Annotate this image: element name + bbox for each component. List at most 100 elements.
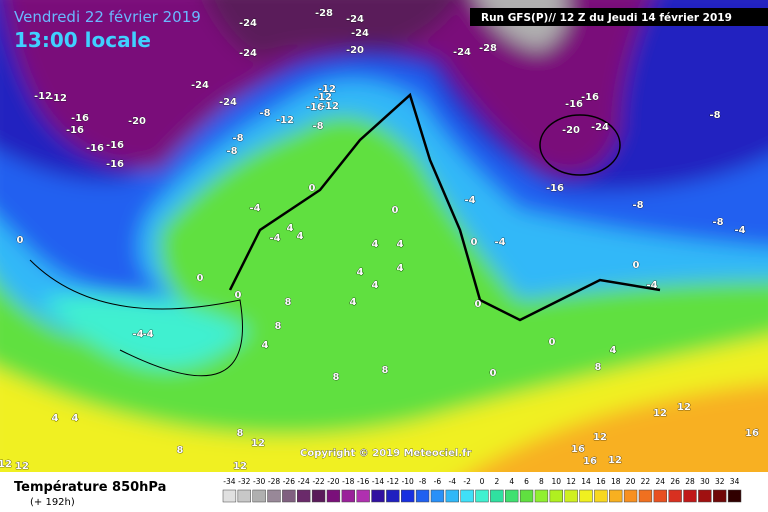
contour-label: -12	[276, 115, 294, 126]
contour-label: 8	[275, 321, 282, 332]
contour-label: -4	[646, 280, 657, 291]
contour-label: 8	[382, 365, 389, 376]
scale-label: -16	[357, 477, 369, 486]
contour-label: -16	[66, 125, 84, 136]
scale-swatch	[282, 489, 296, 503]
contour-label: -16	[106, 159, 124, 170]
scale-swatch	[460, 489, 474, 503]
scale-swatch	[638, 489, 653, 503]
scale-swatch	[698, 489, 712, 503]
scale-swatch	[475, 489, 489, 503]
scale-label: 14	[581, 477, 591, 486]
contour-label: -4	[269, 233, 280, 244]
color-scale: -34 -32 -30 -28 -26 -24 -22 -20 -18 -16 -14 -12 -10-…	[222, 477, 742, 503]
scale-label: 6	[524, 477, 529, 486]
time: 13:00 locale	[14, 28, 151, 52]
scale-label: -18	[342, 477, 354, 486]
scale-swatch	[401, 489, 415, 503]
contour-label: -12	[314, 92, 332, 103]
run-box	[470, 8, 768, 26]
contour-label: 12	[608, 455, 622, 466]
scale-swatch	[727, 489, 742, 503]
scale-swatch	[371, 489, 385, 503]
scale-swatch	[341, 489, 355, 503]
scale-swatch	[267, 489, 281, 503]
scale-label: 10	[552, 477, 562, 486]
contour-label: 0	[475, 299, 482, 310]
contour-label: -4	[734, 225, 745, 236]
contour-label: -24	[239, 18, 257, 29]
contour-label: 12	[15, 461, 29, 472]
scale-label: 32	[715, 477, 725, 486]
scale-label: -12	[387, 477, 399, 486]
contour-label: 12	[653, 408, 667, 419]
contour-label: 8	[595, 362, 602, 373]
contour-label: 16	[583, 456, 597, 467]
contour-label: 0	[235, 290, 242, 301]
contour-label: -8	[632, 200, 643, 211]
legend-lead: (+ 192h)	[30, 497, 75, 508]
contour-label: -16	[306, 102, 324, 113]
contour-label: -16	[71, 113, 89, 124]
scale-label: -8	[419, 477, 427, 486]
scale-label: 20	[626, 477, 636, 486]
coastline	[228, 92, 661, 322]
contour-label: 0	[633, 260, 640, 271]
contour-label: -12	[321, 101, 339, 112]
scale-label: -30	[253, 477, 265, 486]
contour-label: -24	[591, 122, 609, 133]
scale-swatch	[415, 489, 430, 503]
scale-swatch	[445, 489, 459, 503]
scale-swatch	[579, 489, 593, 503]
contour-label: 4	[397, 239, 404, 250]
contour-label: -16	[581, 92, 599, 103]
contour-label: -8	[226, 146, 237, 157]
contour-label: 12	[677, 402, 691, 413]
legend-title: Température 850hPa	[14, 480, 166, 495]
contour-label: 12	[251, 438, 265, 449]
contour-label: 4	[72, 413, 79, 424]
contour-line	[29, 259, 243, 377]
contour-label: 0	[392, 205, 399, 216]
scale-swatch	[534, 489, 549, 503]
scale-label: 28	[685, 477, 695, 486]
contour-label: 0	[490, 368, 497, 379]
scale-swatch	[237, 489, 251, 503]
contour-label: 16	[571, 444, 585, 455]
contour-label: 12	[233, 461, 247, 472]
contour-label: -4	[132, 329, 143, 340]
contour-label: -4	[249, 203, 260, 214]
contour-label: 0	[17, 235, 24, 246]
contour-label: 4	[397, 263, 404, 274]
scale-label: -28	[268, 477, 280, 486]
contour-label: -4	[142, 329, 153, 340]
contour-label: -20	[346, 45, 364, 56]
contour-label: -28	[479, 43, 497, 54]
contour-label: 0	[309, 183, 316, 194]
scale-swatch	[356, 489, 370, 503]
contour-label: -8	[709, 110, 720, 121]
contour-label: -24	[191, 80, 209, 91]
scale-swatch	[505, 489, 519, 503]
contour-label: -8	[232, 133, 243, 144]
date: Vendredi 22 février 2019	[14, 8, 201, 26]
scale-label: -26	[283, 477, 295, 486]
scale-label: -6	[434, 477, 442, 486]
scale-label: -34	[223, 477, 235, 486]
contour-label: 16	[745, 428, 759, 439]
scale-label: 30	[700, 477, 710, 486]
scale-label: 16	[596, 477, 606, 486]
contour-label: -8	[712, 217, 723, 228]
contour-label: -24	[351, 28, 369, 39]
contour-label: 12	[0, 459, 12, 470]
scale-label: -22	[312, 477, 324, 486]
scale-swatch	[609, 489, 623, 503]
run: Run GFS(P)// 12 Z du Jeudi 14 février 20…	[481, 12, 732, 24]
scale-swatch	[564, 489, 578, 503]
scale-swatch	[430, 489, 445, 503]
contour-label: -16	[106, 140, 124, 151]
contour-label: -8	[312, 121, 323, 132]
contour-label: -12	[34, 91, 52, 102]
contour-label: -12	[318, 84, 336, 95]
